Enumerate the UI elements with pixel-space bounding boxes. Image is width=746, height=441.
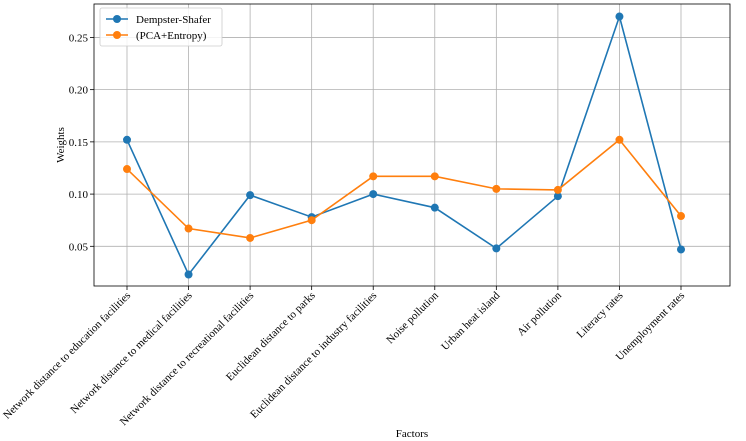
data-point	[184, 270, 193, 279]
x-tick-label: Network distance to recreational facilit…	[118, 290, 257, 429]
x-tick-label: Unemployment rates	[614, 290, 688, 364]
data-point	[492, 184, 501, 193]
legend-box	[99, 7, 223, 47]
y-axis: 0.05 0.10 0.15 0.20 0.25	[69, 32, 94, 253]
legend-label: Dempster-Shafer	[136, 14, 211, 26]
y-tick-label: 0.20	[69, 85, 89, 97]
data-point	[677, 212, 685, 221]
x-tick-label: Literacy rates	[575, 290, 626, 341]
data-point	[553, 192, 562, 201]
x-axis: Network distance to education facilities…	[1, 286, 687, 428]
legend-item: Dempster-Shafer	[106, 14, 211, 26]
y-tick-label: 0.25	[69, 32, 89, 44]
data-point	[430, 203, 439, 212]
x-tick-label: Noise pollution	[384, 289, 441, 346]
data-point	[246, 191, 255, 200]
x-tick-label: Network distance to education facilities	[1, 290, 133, 422]
legend-label: (PCA+Entropy)	[136, 30, 207, 42]
series-2	[123, 135, 685, 242]
x-tick-label: Network distance to medical facilities	[68, 290, 194, 416]
data-point	[123, 165, 131, 174]
data-point	[246, 233, 255, 242]
data-point	[553, 185, 562, 194]
series-line	[126, 138, 682, 239]
x-axis-title: Factors	[396, 428, 428, 440]
plot-area-frame	[93, 3, 731, 287]
data-point	[123, 135, 131, 144]
series-lines	[123, 12, 685, 279]
data-point	[307, 216, 316, 225]
data-point	[677, 245, 685, 254]
legend-item: (PCA+Entropy)	[106, 30, 207, 42]
x-tick-label: Euclidean distance to industry facilitie…	[248, 290, 379, 421]
y-tick-label: 0.15	[69, 137, 89, 149]
data-point	[615, 12, 624, 21]
x-tick-label: Air pollution	[515, 289, 564, 338]
y-axis-title: Weights	[55, 127, 67, 163]
data-point	[492, 244, 501, 253]
legend-marker	[113, 31, 121, 39]
data-point	[615, 135, 624, 144]
data-point	[369, 190, 378, 199]
y-tick-label: 0.05	[69, 241, 89, 253]
x-tick-label: Urban heat island	[439, 289, 503, 353]
grid-lines	[94, 4, 730, 286]
series-1	[123, 12, 685, 279]
legend-marker	[113, 15, 121, 23]
data-point	[184, 224, 193, 233]
data-point	[369, 172, 378, 181]
y-tick-label: 0.10	[69, 189, 89, 201]
series-line	[126, 13, 682, 277]
data-point	[430, 172, 439, 181]
legend: Dempster-Shafer (PCA+Entropy)	[99, 7, 223, 47]
